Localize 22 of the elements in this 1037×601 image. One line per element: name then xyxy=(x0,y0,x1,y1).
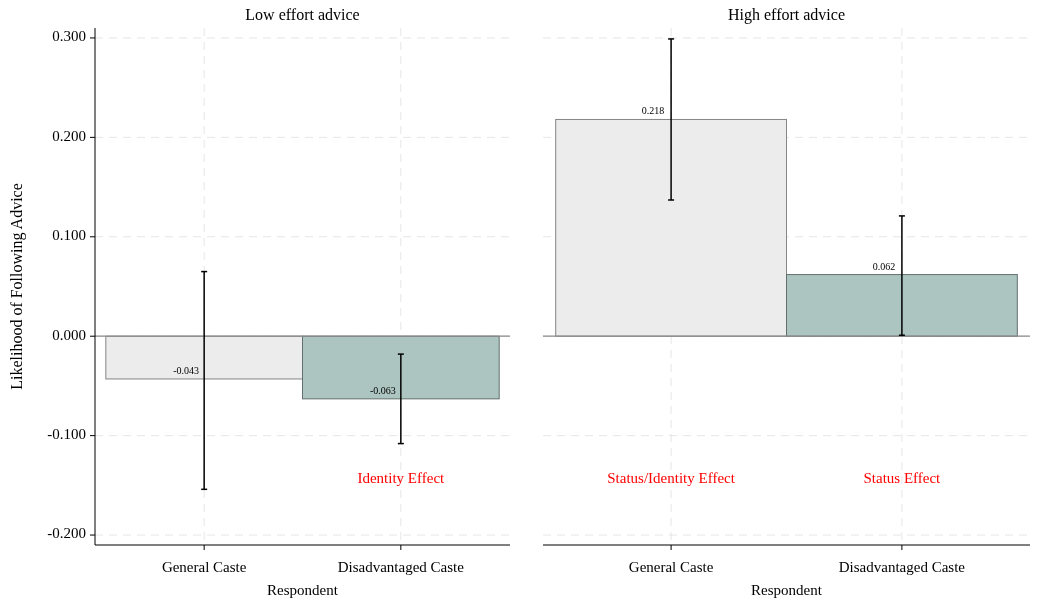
chart-title: Low effort advice xyxy=(245,6,360,23)
x-tick-label: General Caste xyxy=(628,559,714,575)
x-axis-title: Respondent xyxy=(751,582,823,598)
y-axis-title: Likelihood of Following Advice xyxy=(8,183,26,390)
data-label: 0.218 xyxy=(641,105,665,117)
x-tick-label: Disadvantaged Caste xyxy=(838,559,966,575)
x-tick-label: Disadvantaged Caste xyxy=(337,559,465,575)
x-tick-label: General Caste xyxy=(161,559,247,575)
data-label: 0.062 xyxy=(872,260,896,272)
y-tick-label: -0.200 xyxy=(47,525,86,542)
x-axis-title: Respondent xyxy=(267,582,339,598)
data-label: -0.043 xyxy=(173,364,200,376)
y-tick-label: 0.300 xyxy=(52,28,86,45)
y-tick-label: 0.000 xyxy=(52,326,86,343)
y-tick-label: 0.200 xyxy=(52,127,86,144)
data-label: -0.063 xyxy=(369,384,396,396)
y-tick-label: -0.100 xyxy=(47,426,86,443)
y-tick-label: 0.100 xyxy=(52,227,86,244)
annotation: Status Effect xyxy=(863,469,942,486)
annotation: Identity Effect xyxy=(357,469,446,486)
chart-title: High effort advice xyxy=(728,6,845,24)
annotation: Status/Identity Effect xyxy=(607,469,736,486)
